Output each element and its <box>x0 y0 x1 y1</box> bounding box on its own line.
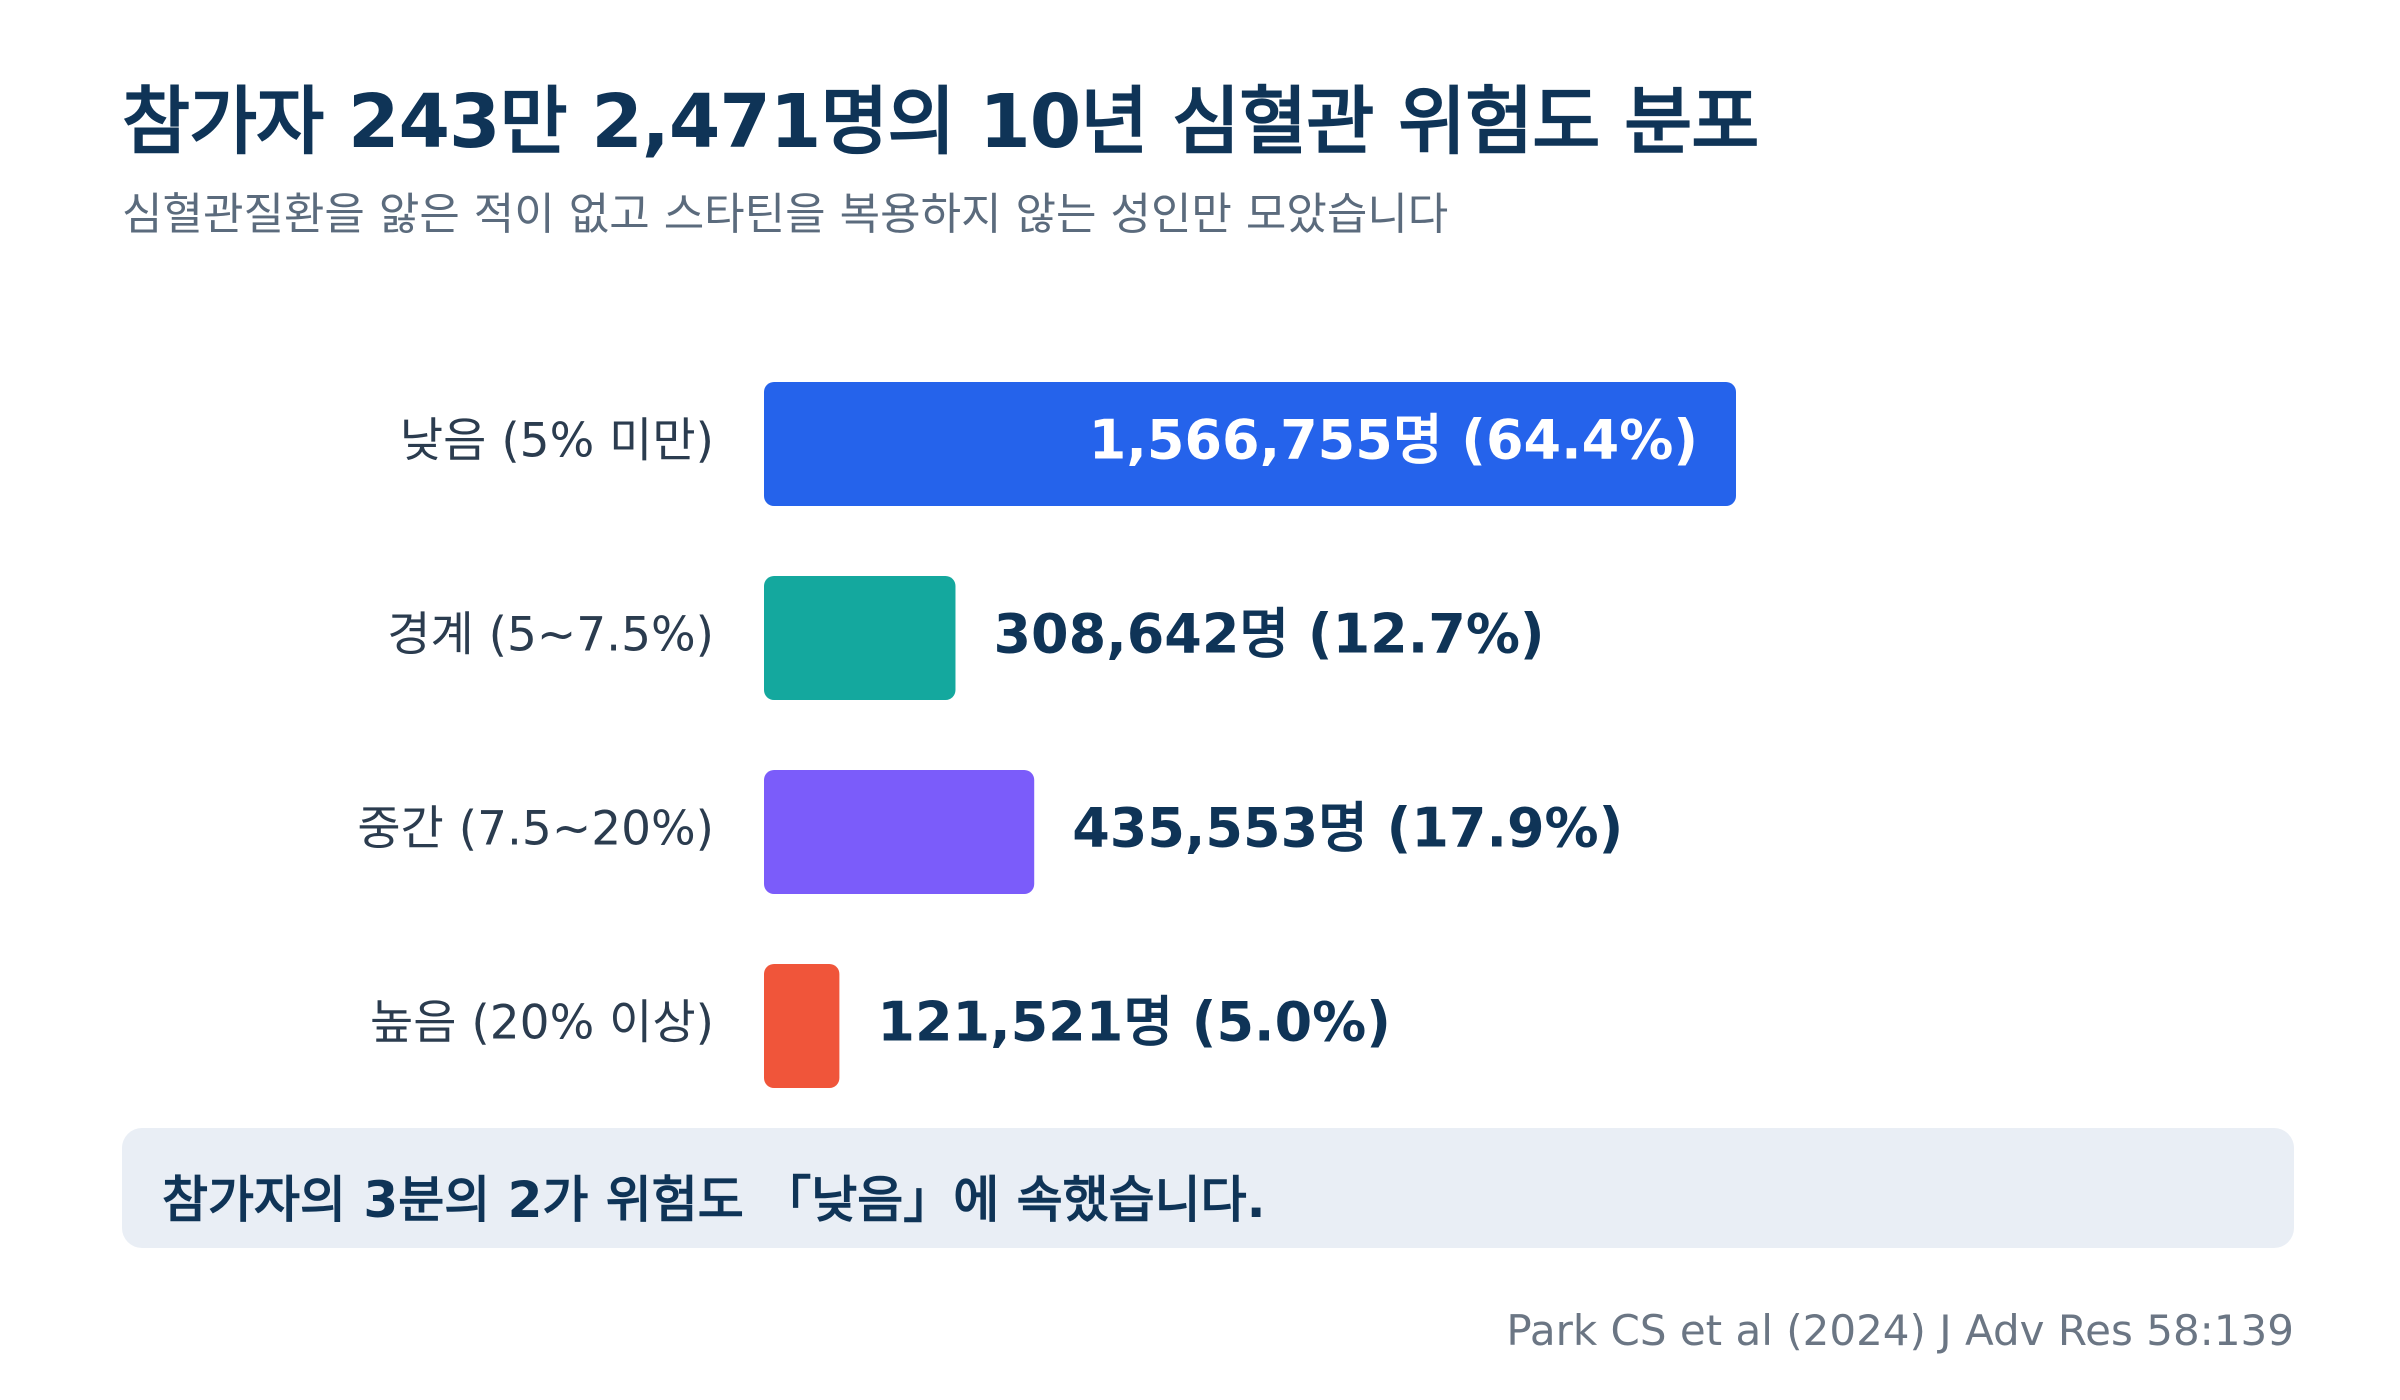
category-label: 높음 (20% 이상) <box>370 996 714 1051</box>
bar <box>764 576 956 700</box>
bar <box>764 964 840 1088</box>
bar <box>764 382 1736 506</box>
value-label: 1,566,755명 (64.4%) <box>1089 409 1698 472</box>
callout-text: 참가자의 3분의 2가 위험도 「낮음」에 속했습니다. <box>162 1171 1266 1229</box>
value-label: 435,553명 (17.9%) <box>1072 797 1623 860</box>
source-citation: Park CS et al (2024) J Adv Res 58:139 <box>1506 1306 2294 1355</box>
bar-chart: 낮음 (5% 미만) 1,566,755명 (64.4%) 경계 (5~7.5%) 3… <box>357 382 1736 1088</box>
category-label: 낮음 (5% 미만) <box>400 414 714 469</box>
chart-subtitle: 심혈관질환을 앓은 적이 없고 스타틴을 복용하지 않는 성인만 모았습니다 <box>122 189 1449 240</box>
value-label: 121,521명 (5.0%) <box>877 991 1391 1054</box>
category-label: 중간 (7.5~20%) <box>357 802 714 857</box>
value-label: 308,642명 (12.7%) <box>993 603 1544 666</box>
category-label: 경계 (5~7.5%) <box>387 608 714 663</box>
bar <box>764 770 1035 894</box>
callout-box: 참가자의 3분의 2가 위험도 「낮음」에 속했습니다. <box>122 1128 2294 1248</box>
chart-title: 참가자 243만 2,471명의 10년 심혈관 위험도 분포 <box>122 79 1759 165</box>
